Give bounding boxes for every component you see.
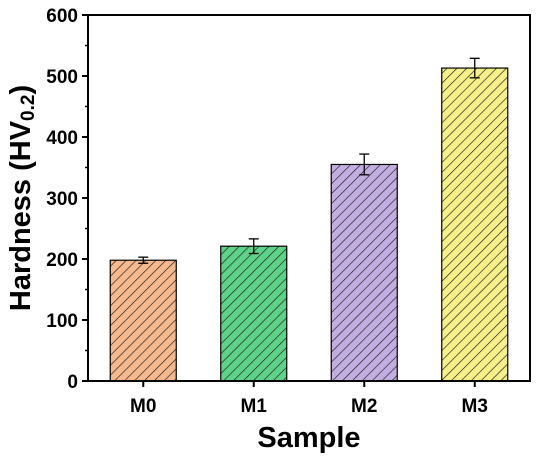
error-bar-M2 <box>359 153 370 176</box>
y-tick-label-500: 500 <box>46 67 78 88</box>
y-tick-label-200: 200 <box>46 250 78 271</box>
y-axis-title-close: ) <box>5 85 37 95</box>
y-tick-label-400: 400 <box>46 128 78 149</box>
bar-M3 <box>441 67 509 382</box>
error-bar-M3 <box>469 57 480 79</box>
y-axis-title: Hardness (HV0.2) <box>5 85 39 311</box>
y-tick-label-0: 0 <box>67 372 78 393</box>
y-tick-label-300: 300 <box>46 189 78 210</box>
bar-M2 <box>330 163 398 382</box>
bar-M0 <box>109 259 177 382</box>
x-tick-label-M0: M0 <box>130 396 156 417</box>
bars-group <box>109 67 509 382</box>
x-tick-label-M1: M1 <box>241 396 268 417</box>
error-bar-M1 <box>248 238 259 255</box>
y-axis-title-main: Hardness (HV <box>5 120 37 311</box>
bar-M1 <box>220 245 288 382</box>
y-axis-title-subscript: 0.2 <box>18 95 39 121</box>
y-tick-label-600: 600 <box>46 6 78 27</box>
x-axis-ticks: M0 M1 M2 M3 <box>130 381 488 417</box>
x-tick-label-M3: M3 <box>462 396 488 417</box>
x-axis-title: Sample <box>257 422 360 454</box>
y-axis-ticks: 0 100 200 300 400 500 600 <box>46 6 88 393</box>
error-bar-M0 <box>138 256 149 264</box>
y-tick-label-100: 100 <box>46 311 78 332</box>
error-bars-group <box>138 57 480 264</box>
x-tick-label-M2: M2 <box>351 396 377 417</box>
